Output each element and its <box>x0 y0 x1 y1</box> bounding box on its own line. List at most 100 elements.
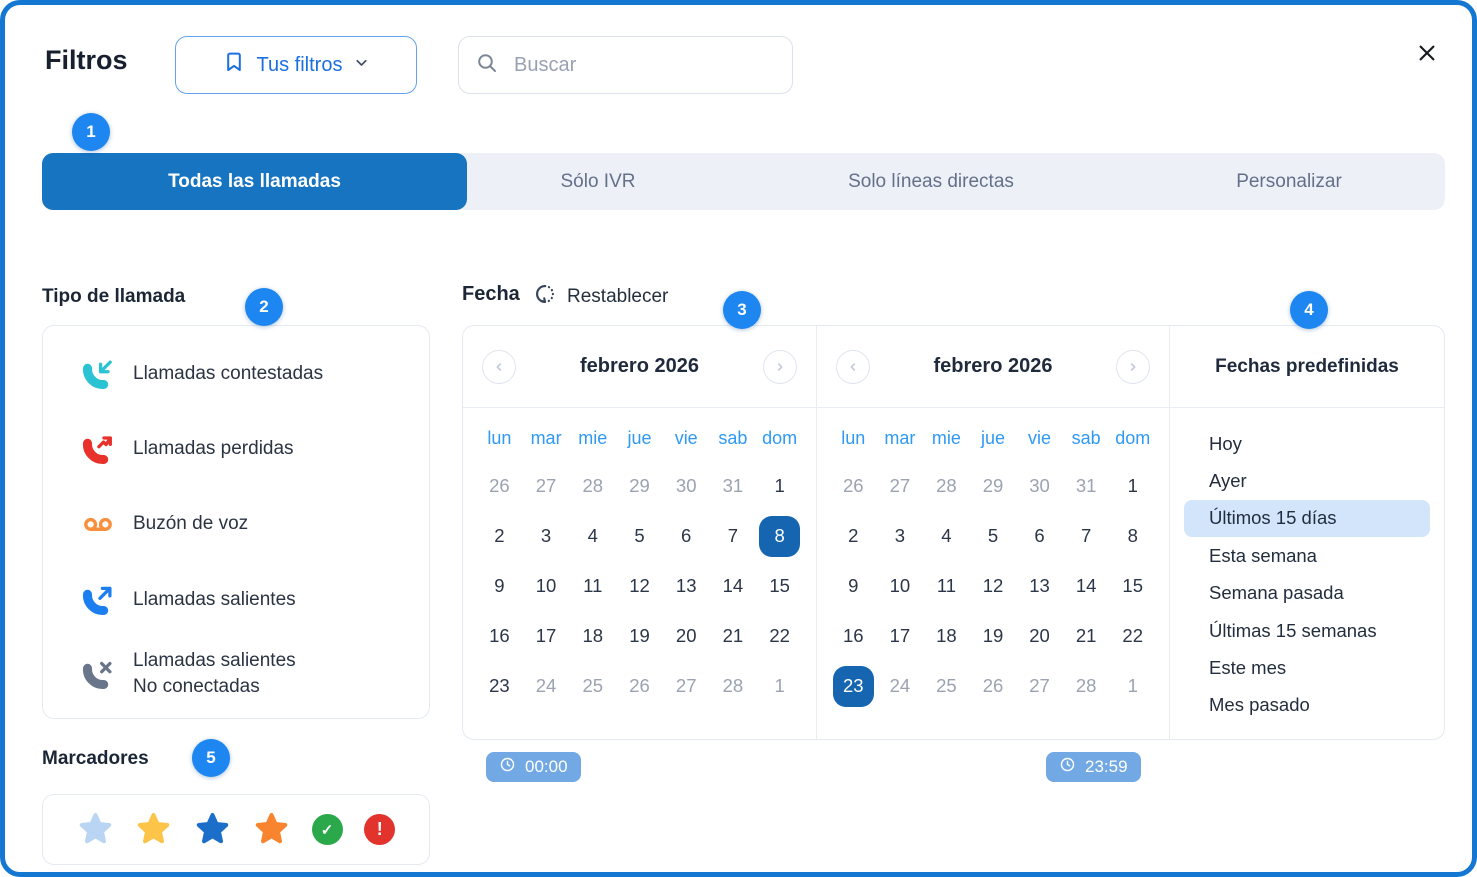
preset-este-mes[interactable]: Este mes <box>1184 649 1430 686</box>
your-filters-button[interactable]: Tus filtros <box>175 36 417 94</box>
calendar-day[interactable]: 5 <box>970 511 1017 561</box>
calendar-day[interactable]: 2 <box>830 511 877 561</box>
red-alert-icon[interactable]: ! <box>364 814 396 845</box>
calendar-day[interactable]: 28 <box>1063 661 1110 711</box>
calendar-day[interactable]: 16 <box>830 611 877 661</box>
prev-month-button[interactable] <box>836 350 870 384</box>
light-blue-star-icon[interactable] <box>77 811 114 848</box>
call-type-item-llamadas-salientes-no-conectadas[interactable]: Llamadas salientes No conectadas <box>81 641 296 707</box>
calendar-day[interactable]: 5 <box>616 511 663 561</box>
calendar-day[interactable]: 7 <box>710 511 757 561</box>
calendar-day[interactable]: 13 <box>1016 561 1063 611</box>
calendar-day[interactable]: 2 <box>476 511 523 561</box>
calendar-day[interactable]: 8 <box>756 511 803 561</box>
calendar-day[interactable]: 26 <box>830 461 877 511</box>
next-month-button[interactable] <box>763 350 797 384</box>
calendar-day[interactable]: 25 <box>569 661 616 711</box>
preset-semana-pasada[interactable]: Semana pasada <box>1184 575 1430 612</box>
tab-solo-lineas-directas[interactable]: Solo líneas directas <box>729 153 1133 210</box>
calendar-day[interactable]: 27 <box>523 461 570 511</box>
yellow-star-icon[interactable] <box>135 811 172 848</box>
call-type-item-llamadas-salientes[interactable]: Llamadas salientes <box>81 580 296 620</box>
tab-solo-ivr[interactable]: Sólo IVR <box>467 153 729 210</box>
green-check-icon[interactable]: ✓ <box>311 814 343 845</box>
calendar-day[interactable]: 16 <box>476 611 523 661</box>
calendar-day[interactable]: 19 <box>616 611 663 661</box>
blue-star-icon[interactable] <box>194 811 231 848</box>
calendar-day[interactable]: 26 <box>970 661 1017 711</box>
preset-mes-pasado[interactable]: Mes pasado <box>1184 687 1430 724</box>
calendar-day[interactable]: 22 <box>756 611 803 661</box>
calendar-day[interactable]: 1 <box>756 661 803 711</box>
calendar-day[interactable]: 4 <box>923 511 970 561</box>
preset-ultimos-15-dias[interactable]: Últimos 15 días <box>1184 499 1430 538</box>
calendar-day[interactable]: 1 <box>1109 461 1156 511</box>
calendar-day[interactable]: 28 <box>923 461 970 511</box>
calendar-day[interactable]: 9 <box>830 561 877 611</box>
calendar-day[interactable]: 20 <box>663 611 710 661</box>
calendar-day[interactable]: 23 <box>830 661 877 711</box>
calendar-day[interactable]: 11 <box>569 561 616 611</box>
call-type-item-buzon-de-voz[interactable]: Buzón de voz <box>81 504 248 544</box>
prev-month-button[interactable] <box>482 350 516 384</box>
calendar-day[interactable]: 20 <box>1016 611 1063 661</box>
next-month-button[interactable] <box>1116 350 1150 384</box>
calendar-day[interactable]: 23 <box>476 661 523 711</box>
calendar-day[interactable]: 24 <box>523 661 570 711</box>
calendar-day[interactable]: 21 <box>710 611 757 661</box>
calendar-day[interactable]: 11 <box>923 561 970 611</box>
calendar-day[interactable]: 31 <box>1063 461 1110 511</box>
calendar-day[interactable]: 17 <box>877 611 924 661</box>
close-icon[interactable] <box>1414 40 1440 66</box>
call-type-item-llamadas-perdidas[interactable]: Llamadas perdidas <box>81 429 294 469</box>
calendar-day[interactable]: 12 <box>616 561 663 611</box>
calendar-day[interactable]: 28 <box>569 461 616 511</box>
calendar-day[interactable]: 15 <box>756 561 803 611</box>
calendar-day[interactable]: 19 <box>970 611 1017 661</box>
calendar-day[interactable]: 13 <box>663 561 710 611</box>
calendar-day[interactable]: 17 <box>523 611 570 661</box>
calendar-day[interactable]: 6 <box>663 511 710 561</box>
calendar-day[interactable]: 18 <box>569 611 616 661</box>
calendar-day[interactable]: 27 <box>663 661 710 711</box>
calendar-day[interactable]: 14 <box>1063 561 1110 611</box>
search-input[interactable] <box>512 52 776 78</box>
orange-star-icon[interactable] <box>253 811 290 848</box>
calendar-day[interactable]: 9 <box>476 561 523 611</box>
call-type-item-llamadas-contestadas[interactable]: Llamadas contestadas <box>81 354 323 394</box>
preset-esta-semana[interactable]: Esta semana <box>1184 537 1430 574</box>
calendar-day[interactable]: 8 <box>1109 511 1156 561</box>
calendar-day[interactable]: 26 <box>616 661 663 711</box>
calendar-day[interactable]: 15 <box>1109 561 1156 611</box>
calendar-day[interactable]: 27 <box>877 461 924 511</box>
calendar-day[interactable]: 31 <box>710 461 757 511</box>
calendar-day[interactable]: 1 <box>1109 661 1156 711</box>
calendar-day[interactable]: 10 <box>523 561 570 611</box>
calendar-day[interactable]: 3 <box>877 511 924 561</box>
preset-hoy[interactable]: Hoy <box>1184 425 1430 462</box>
calendar-day[interactable]: 28 <box>710 661 757 711</box>
calendar-day[interactable]: 22 <box>1109 611 1156 661</box>
calendar-day[interactable]: 14 <box>710 561 757 611</box>
calendar-day[interactable]: 30 <box>663 461 710 511</box>
calendar-day[interactable]: 4 <box>569 511 616 561</box>
preset-ayer[interactable]: Ayer <box>1184 462 1430 499</box>
calendar-day[interactable]: 3 <box>523 511 570 561</box>
time-to-badge[interactable]: 23:59 <box>1046 752 1141 782</box>
calendar-day[interactable]: 21 <box>1063 611 1110 661</box>
calendar-day[interactable]: 18 <box>923 611 970 661</box>
calendar-day[interactable]: 27 <box>1016 661 1063 711</box>
time-from-badge[interactable]: 00:00 <box>486 752 581 782</box>
calendar-day[interactable]: 6 <box>1016 511 1063 561</box>
calendar-day[interactable]: 7 <box>1063 511 1110 561</box>
calendar-day[interactable]: 24 <box>877 661 924 711</box>
calendar-day[interactable]: 25 <box>923 661 970 711</box>
tab-personalizar[interactable]: Personalizar <box>1133 153 1445 210</box>
calendar-day[interactable]: 29 <box>970 461 1017 511</box>
reset-date-button[interactable]: Restablecer <box>532 281 668 313</box>
calendar-day[interactable]: 26 <box>476 461 523 511</box>
calendar-day[interactable]: 29 <box>616 461 663 511</box>
calendar-day[interactable]: 10 <box>877 561 924 611</box>
calendar-day[interactable]: 1 <box>756 461 803 511</box>
preset-ultimas-15-semanas[interactable]: Últimas 15 semanas <box>1184 612 1430 649</box>
